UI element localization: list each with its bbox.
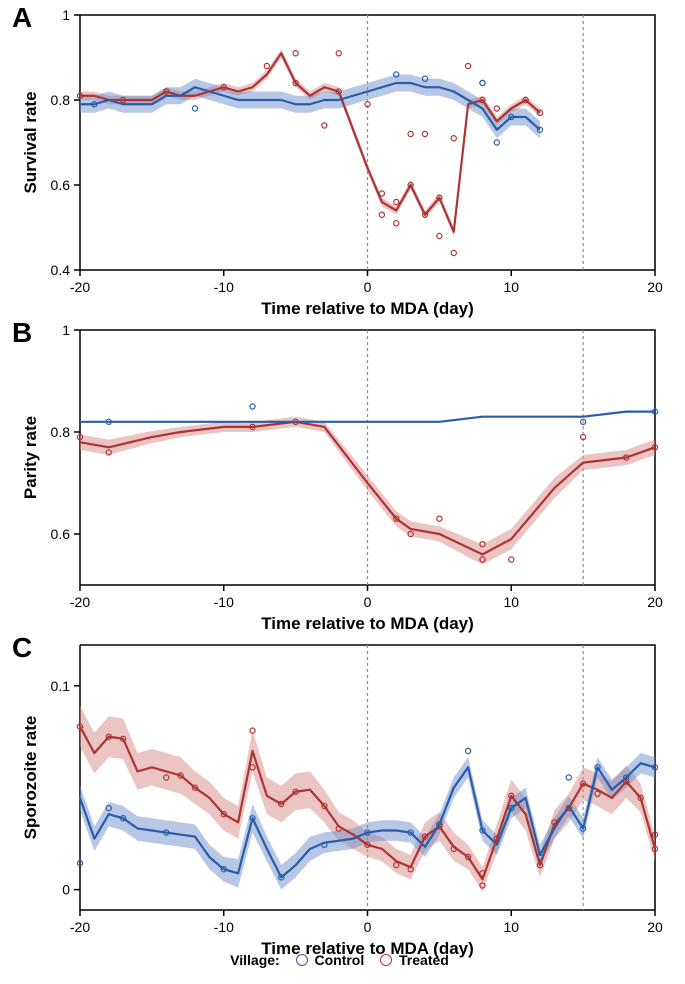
svg-text:0.4: 0.4 (51, 262, 71, 278)
svg-text:0: 0 (364, 919, 372, 935)
svg-text:0.6: 0.6 (51, 177, 71, 193)
svg-text:Sporozoite rate: Sporozoite rate (21, 716, 40, 840)
legend-label-control: Control (314, 952, 364, 968)
legend-title: Village: (230, 952, 280, 968)
panel-B: -20 -10 0 10 20 0.6 0.8 1 Time relative to MDA (… (20, 322, 685, 647)
svg-text:20: 20 (647, 594, 663, 610)
svg-text:0.8: 0.8 (51, 92, 71, 108)
svg-text:10: 10 (503, 594, 519, 610)
figure: A B C -20-10010200.40.60.81Time relative… (0, 0, 685, 984)
svg-text:0.8: 0.8 (51, 424, 71, 440)
svg-text:0.6: 0.6 (51, 526, 71, 542)
panel-A: -20 -10 0 10 20 0.4 0.6 0.8 1 Time relative to MD… (20, 7, 685, 332)
svg-text:1: 1 (62, 322, 70, 338)
svg-text:-10: -10 (214, 919, 234, 935)
svg-text:-10: -10 (214, 279, 234, 295)
legend-item-control: Control (296, 952, 365, 968)
legend-label-treated: Treated (399, 952, 449, 968)
svg-text:0: 0 (62, 882, 70, 898)
svg-text:20: 20 (647, 279, 663, 295)
svg-text:1: 1 (62, 7, 70, 23)
svg-text:10: 10 (503, 279, 519, 295)
svg-text:-20: -20 (70, 279, 90, 295)
legend-item-treated: Treated (380, 952, 449, 968)
svg-text:-10: -10 (214, 594, 234, 610)
svg-text:Time relative to MDA (day): Time relative to MDA (day) (261, 299, 474, 318)
svg-text:Parity rate: Parity rate (21, 416, 40, 499)
svg-text:0: 0 (364, 279, 372, 295)
svg-text:Survival rate: Survival rate (21, 91, 40, 193)
svg-text:20: 20 (647, 919, 663, 935)
svg-text:0.1: 0.1 (51, 678, 71, 694)
legend-swatch-control (296, 954, 308, 966)
svg-text:-20: -20 (70, 594, 90, 610)
svg-text:Time relative to MDA (day): Time relative to MDA (day) (261, 614, 474, 633)
svg-text:0: 0 (364, 594, 372, 610)
legend: Village: Control Treated (0, 952, 685, 968)
svg-text:10: 10 (503, 919, 519, 935)
panel-C: -20-100102000.1Time relative to MDA (day… (20, 637, 685, 972)
legend-swatch-treated (380, 954, 392, 966)
svg-text:-20: -20 (70, 919, 90, 935)
